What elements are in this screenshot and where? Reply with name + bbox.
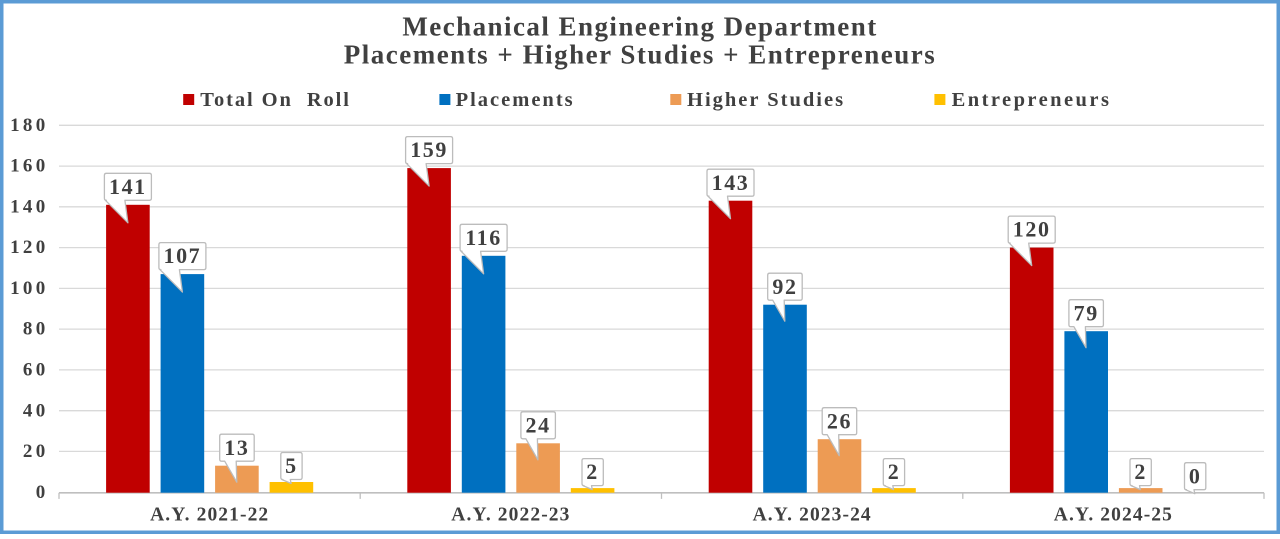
- svg-text:60: 60: [23, 360, 49, 381]
- svg-text:159: 159: [410, 137, 448, 162]
- svg-text:13: 13: [224, 435, 249, 460]
- svg-text:116: 116: [465, 225, 502, 250]
- svg-text:160: 160: [10, 156, 48, 177]
- svg-text:Entrepreneurs: Entrepreneurs: [952, 89, 1112, 111]
- svg-text:5: 5: [285, 453, 298, 478]
- svg-text:79: 79: [1074, 300, 1099, 325]
- svg-text:A.Y. 2021-22: A.Y. 2021-22: [150, 504, 269, 525]
- svg-text:26: 26: [827, 408, 852, 433]
- svg-text:0: 0: [1189, 463, 1202, 488]
- svg-text:92: 92: [772, 274, 797, 299]
- svg-text:A.Y. 2024-25: A.Y. 2024-25: [1054, 504, 1173, 525]
- svg-text:120: 120: [10, 237, 48, 258]
- svg-text:24: 24: [525, 412, 550, 437]
- svg-text:Mechanical Engineering Departm: Mechanical Engineering Department: [402, 11, 877, 41]
- svg-text:140: 140: [10, 196, 48, 217]
- svg-text:0: 0: [36, 482, 49, 503]
- svg-text:A.Y. 2023-24: A.Y. 2023-24: [753, 504, 872, 525]
- svg-text:2: 2: [586, 459, 599, 484]
- svg-text:141: 141: [109, 174, 147, 199]
- svg-text:2: 2: [888, 459, 901, 484]
- svg-text:Higher Studies: Higher Studies: [687, 89, 845, 111]
- svg-text:120: 120: [1013, 217, 1051, 242]
- svg-text:143: 143: [712, 170, 750, 195]
- svg-text:2: 2: [1134, 459, 1147, 484]
- svg-text:80: 80: [23, 319, 49, 340]
- svg-text:100: 100: [10, 278, 48, 299]
- svg-text:40: 40: [23, 400, 49, 421]
- svg-text:180: 180: [10, 115, 48, 136]
- svg-text:Placements: Placements: [456, 89, 575, 111]
- svg-text:107: 107: [163, 243, 201, 268]
- svg-text:Placements + Higher Studies +: Placements + Higher Studies + Entreprene…: [344, 39, 937, 69]
- svg-text:Total On Roll: Total On Roll: [200, 89, 351, 111]
- svg-text:A.Y. 2022-23: A.Y. 2022-23: [451, 504, 570, 525]
- svg-text:20: 20: [23, 441, 49, 462]
